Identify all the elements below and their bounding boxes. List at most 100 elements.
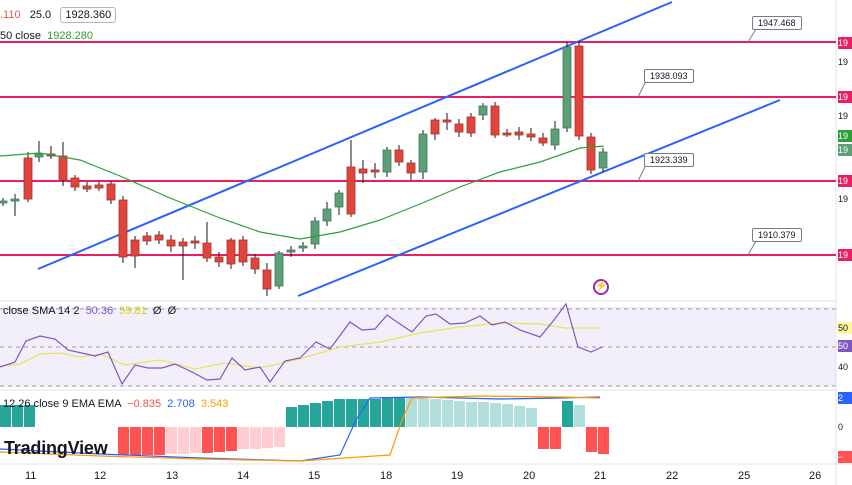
macd-histogram-bar: [142, 427, 153, 455]
candle-up: [10, 198, 20, 202]
callout-pointer: [637, 164, 647, 182]
rsi-legend[interactable]: close SMA 14 2 50.36 59.81 Ø Ø: [3, 305, 176, 317]
candle-down: [538, 137, 548, 144]
callout-1947[interactable]: 1947.468: [752, 16, 802, 30]
price-axis-label: 19: [838, 91, 852, 103]
callout-1910[interactable]: 1910.379: [752, 228, 802, 242]
candle-up: [34, 153, 44, 158]
macd-histogram-bar: [286, 407, 297, 427]
macd-axis-label: 2: [838, 392, 852, 404]
rsi-extra-1: Ø: [152, 305, 162, 317]
candle-down: [406, 162, 416, 174]
macd-histogram-bar: [178, 427, 189, 454]
macd-histogram-bar: [394, 398, 405, 427]
indicator-value: 25.0: [29, 9, 52, 21]
macd-histogram-bar: [418, 398, 429, 427]
price-fragment: .110: [0, 9, 21, 21]
rsi-ma-line: [0, 322, 600, 370]
macd-histogram-bar: [562, 401, 573, 427]
candle-down: [94, 184, 104, 189]
callout-1938[interactable]: 1938.093: [644, 69, 694, 83]
macd-histogram-bar: [226, 427, 237, 451]
macd-legend[interactable]: 12 26 close 9 EMA EMA −0.835 2.708 3.543: [3, 398, 228, 410]
ma-legend[interactable]: 50 close 1928.280: [0, 30, 93, 42]
candle-down: [514, 131, 524, 136]
candle-up: [418, 133, 428, 173]
ma-value: 1928.280: [47, 30, 93, 42]
macd-histogram-bar: [154, 427, 165, 455]
candle-down: [442, 119, 452, 123]
price-box[interactable]: 1928.360: [60, 7, 117, 23]
callout-pointer: [747, 240, 757, 256]
candle-down: [454, 123, 464, 133]
macd-signal-line: [0, 395, 601, 462]
candle-down: [190, 240, 200, 244]
macd-axis-label: −: [838, 451, 852, 463]
x-label: 25: [738, 470, 751, 482]
macd-histogram-bar: [202, 427, 213, 453]
ma-50-line: [0, 145, 605, 240]
macd-label: 12 26 close 9 EMA EMA: [3, 398, 122, 410]
macd-histogram-bar: [490, 403, 501, 427]
candle-down: [178, 241, 188, 247]
rsi-extra-2: Ø: [167, 305, 177, 317]
macd-histogram-bar: [24, 405, 35, 427]
candle-down: [58, 155, 68, 181]
rsi-axis-label: 50: [838, 340, 852, 352]
macd-histogram-bar: [502, 404, 513, 427]
price-axis-label: 19: [838, 249, 852, 261]
price-axis-label: 19: [838, 111, 849, 121]
macd-histogram-bar: [334, 399, 345, 427]
candle-down: [574, 45, 584, 137]
channel-upper-line: [37, 1, 673, 270]
macd-histogram-bar: [0, 405, 11, 427]
callout-1923[interactable]: 1923.339: [644, 153, 694, 167]
lightning-icon[interactable]: ⚡: [593, 279, 609, 295]
price-axis-label: 19: [838, 144, 852, 156]
candle-down: [202, 242, 212, 259]
macd-histogram-bar: [310, 403, 321, 427]
candle-down: [82, 185, 92, 190]
candle-down: [214, 256, 224, 263]
macd-histogram-bar: [574, 405, 585, 427]
macd-histogram-bar: [12, 405, 23, 427]
candle-down: [250, 257, 260, 270]
macd-histogram-bar: [346, 399, 357, 427]
symbol-legend: .110 25.0 1928.360: [0, 7, 117, 23]
candle-up: [322, 208, 332, 222]
macd-line-value: 2.708: [167, 398, 195, 410]
x-label: 12: [94, 470, 107, 482]
candle-down: [142, 235, 152, 242]
x-label: 13: [166, 470, 179, 482]
macd-histogram-bar: [130, 427, 141, 455]
macd-histogram-bar: [598, 427, 609, 454]
price-axis-label: 19: [838, 175, 852, 187]
candle-down: [526, 133, 536, 138]
macd-histogram-bar: [214, 427, 225, 452]
macd-histogram-bar: [406, 398, 417, 427]
macd-histogram-bar: [370, 399, 381, 427]
candle-up: [334, 192, 344, 208]
candle-down: [238, 239, 248, 263]
x-label: 22: [666, 470, 679, 482]
rsi-ma-value: 59.81: [119, 305, 147, 317]
rsi-line: [0, 302, 603, 386]
macd-histogram-bar: [322, 401, 333, 427]
price-axis-label: 19: [838, 194, 849, 204]
rsi-axis-label: 40: [838, 362, 849, 372]
callout-pointer: [637, 80, 647, 98]
candle-down: [430, 119, 440, 135]
macd-histogram-bar: [382, 398, 393, 427]
candle-down: [70, 177, 80, 188]
candle-up: [310, 220, 320, 245]
candle-down: [23, 157, 33, 200]
rsi-value: 50.36: [85, 305, 114, 317]
x-label: 14: [237, 470, 250, 482]
macd-histogram-bar: [166, 427, 177, 454]
x-label: 15: [308, 470, 321, 482]
price-axis-label: 19: [838, 37, 852, 49]
candle-down: [394, 149, 404, 163]
candle-down: [118, 199, 128, 258]
